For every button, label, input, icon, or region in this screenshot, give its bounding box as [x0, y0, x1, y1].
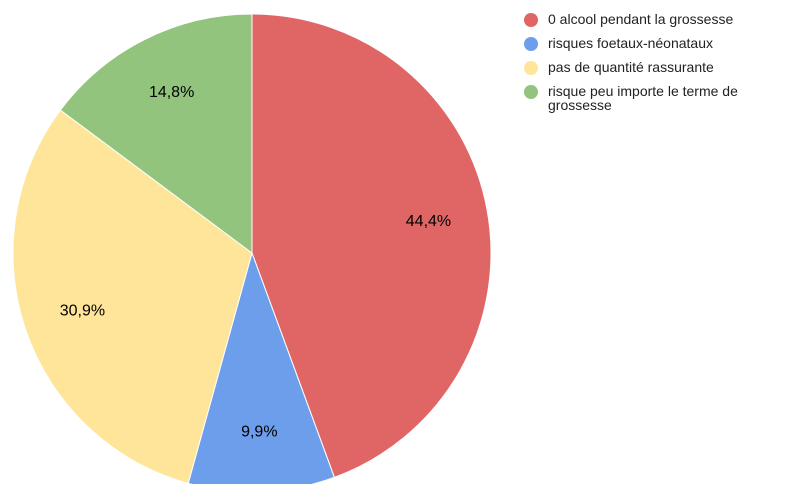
legend-item: risque peu importe le terme de grossesse — [522, 84, 778, 112]
slice-label: 14,8% — [149, 84, 194, 101]
legend-swatch — [524, 37, 538, 51]
legend-swatch — [524, 61, 538, 75]
legend-item: pas de quantité rassurante — [522, 59, 778, 75]
pie-slice — [12, 109, 253, 484]
legend-label: risques foetaux-néonataux — [548, 35, 713, 51]
slice-label: 30,9% — [60, 302, 105, 319]
pie-slice — [187, 251, 336, 484]
legend-item: risques foetaux-néonataux — [522, 35, 778, 51]
pie-slice — [59, 13, 253, 254]
legend-label: risque peu importe le terme de grossesse — [548, 83, 738, 113]
slice-label: 44,4% — [406, 213, 451, 230]
legend-item: 0 alcool pendant la grossesse — [522, 11, 778, 27]
legend: 0 alcool pendant la grossesse risques foe… — [522, 12, 784, 122]
legend-label: 0 alcool pendant la grossesse — [548, 11, 734, 27]
pie-slice — [251, 13, 492, 478]
legend-swatch — [524, 85, 538, 99]
legend-swatch — [524, 13, 538, 27]
legend-label: pas de quantité rassurante — [548, 59, 714, 75]
slice-label: 9,9% — [241, 423, 277, 440]
